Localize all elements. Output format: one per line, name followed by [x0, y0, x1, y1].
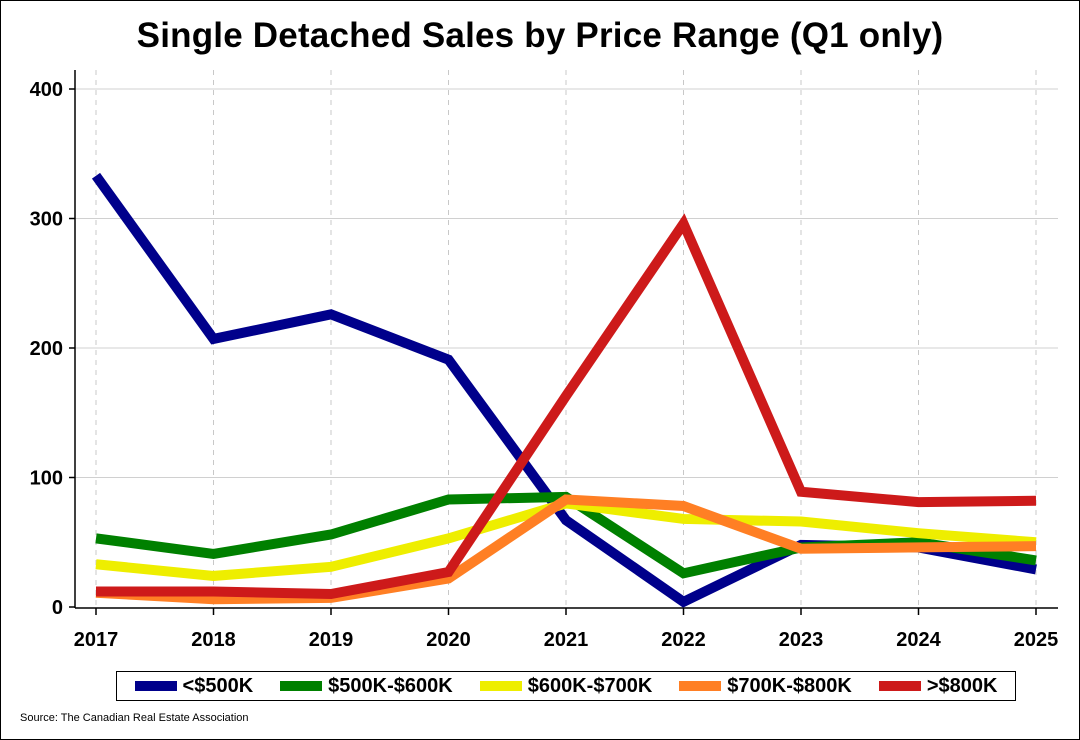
- source-note: Source: The Canadian Real Estate Associa…: [20, 712, 249, 724]
- legend-label: $500K-$600K: [328, 674, 453, 697]
- series-line-800k: [96, 213, 1037, 600]
- legend-label: $700K-$800K: [727, 674, 852, 697]
- y-tick-label: 100: [30, 468, 63, 490]
- x-tick-label: 2020: [426, 629, 471, 651]
- legend-label: $600K-$700K: [527, 674, 653, 697]
- tick-labels: 0 100 200 300 400 2017 2018 2019 2020 2021 2022 202…: [30, 79, 1059, 651]
- legend-swatch: [479, 681, 522, 691]
- x-tick-label: 2023: [779, 629, 824, 651]
- legend-item: $600K-$700K: [479, 674, 653, 698]
- x-tick-label: 2018: [191, 629, 236, 651]
- y-tick-label: 300: [30, 209, 63, 231]
- x-tick-label: 2024: [896, 629, 941, 651]
- legend-item: $700K-$800K: [679, 675, 852, 698]
- legend: <$500K $500K-$600K $600K-$700K $700K-$800K >…: [116, 671, 1016, 701]
- x-tick-label: 2017: [74, 629, 119, 651]
- legend-label: <$500K: [182, 674, 254, 697]
- y-tick-label: 200: [30, 338, 63, 360]
- legend-swatch: [679, 681, 722, 691]
- x-tick-label: 2019: [309, 629, 354, 651]
- y-tick-label: 400: [30, 79, 63, 101]
- legend-label: >$800K: [926, 674, 998, 697]
- legend-item: >$800K: [878, 674, 998, 698]
- series-line-700k-800k: [95, 494, 1037, 605]
- x-tick-label: 2022: [661, 629, 706, 651]
- x-tick-label: 2021: [544, 629, 589, 651]
- legend-swatch: [878, 681, 921, 691]
- x-tick-label: 2025: [1014, 629, 1059, 651]
- legend-item: $500K-$600K: [280, 675, 453, 698]
- chart-title: Single Detached Sales by Price Range (Q1…: [136, 16, 944, 55]
- y-tick-label: 0: [52, 597, 63, 619]
- series-lines: [91, 172, 1037, 608]
- legend-item: <$500K: [134, 674, 254, 698]
- legend-swatch: [134, 681, 177, 691]
- axes: [69, 70, 1058, 615]
- grid-lines: [75, 70, 1058, 608]
- legend-swatch: [280, 681, 323, 691]
